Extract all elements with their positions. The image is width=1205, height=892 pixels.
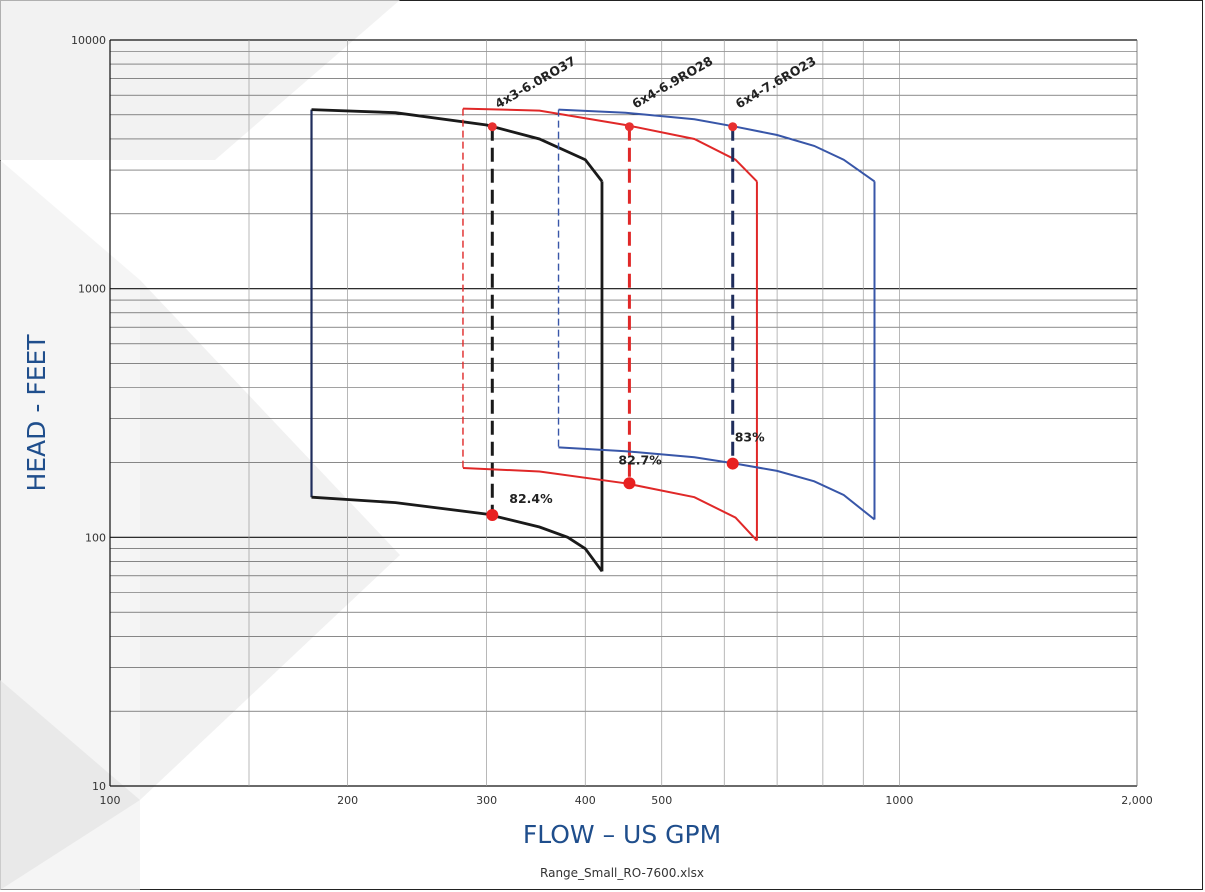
pump-upper-curve: [558, 108, 876, 183]
x-tick-label: 400: [575, 794, 596, 807]
bep-bottom-marker: [726, 457, 739, 470]
y-tick-label: 1000: [78, 283, 106, 296]
grid: [109, 39, 1138, 787]
pump-name-label: 6x4-7.6RO23: [733, 53, 819, 111]
y-tick-label: 100: [85, 531, 106, 544]
x-tick-label: 300: [476, 794, 497, 807]
y-tick-label: 10000: [71, 34, 106, 47]
bep-markers: 4x3-6.0RO37 82.4% 6x4-6.9RO28 82.7% 6x4-7.6R…: [486, 53, 819, 521]
efficiency-label: 82.7%: [618, 452, 662, 467]
x-tick-label: 200: [337, 794, 358, 807]
pump-lower-curve: [462, 467, 758, 542]
x-tick-label: 1000: [885, 794, 913, 807]
pump-curve-group-6x4-6.9RO28: [462, 107, 758, 542]
bep-bottom-marker: [623, 477, 636, 490]
x-tick-label: 500: [651, 794, 672, 807]
bep-top-marker: [487, 122, 497, 132]
pump-curve-group-4x3-6.0RO37: [310, 108, 604, 573]
bep-bottom-marker: [486, 508, 499, 521]
pump-upper-curve: [462, 107, 758, 183]
x-tick-label: 2,000: [1121, 794, 1153, 807]
y-axis-title: HEAD - FEET: [22, 334, 51, 492]
pump-lower-curve: [311, 495, 604, 573]
pump-lower-curve: [558, 446, 876, 521]
pump-curves: [310, 107, 876, 573]
pump-name-label: 4x3-6.0RO37: [492, 53, 578, 111]
background-watermark: [0, 0, 400, 890]
x-axis-title: FLOW – US GPM: [523, 820, 721, 849]
pump-name-label: 6x4-6.9RO28: [629, 53, 715, 111]
efficiency-label: 82.4%: [509, 491, 553, 506]
y-tick-label: 10: [92, 780, 106, 793]
pump-upper-curve: [311, 108, 604, 183]
pump-curve-group-6x4-7.6RO23: [557, 108, 876, 521]
bep-top-marker: [728, 122, 738, 132]
source-file-label: Range_Small_RO-7600.xlsx: [540, 866, 704, 880]
x-tick-label: 100: [100, 794, 121, 807]
efficiency-label: 83%: [735, 430, 765, 445]
bep-top-marker: [624, 122, 634, 132]
